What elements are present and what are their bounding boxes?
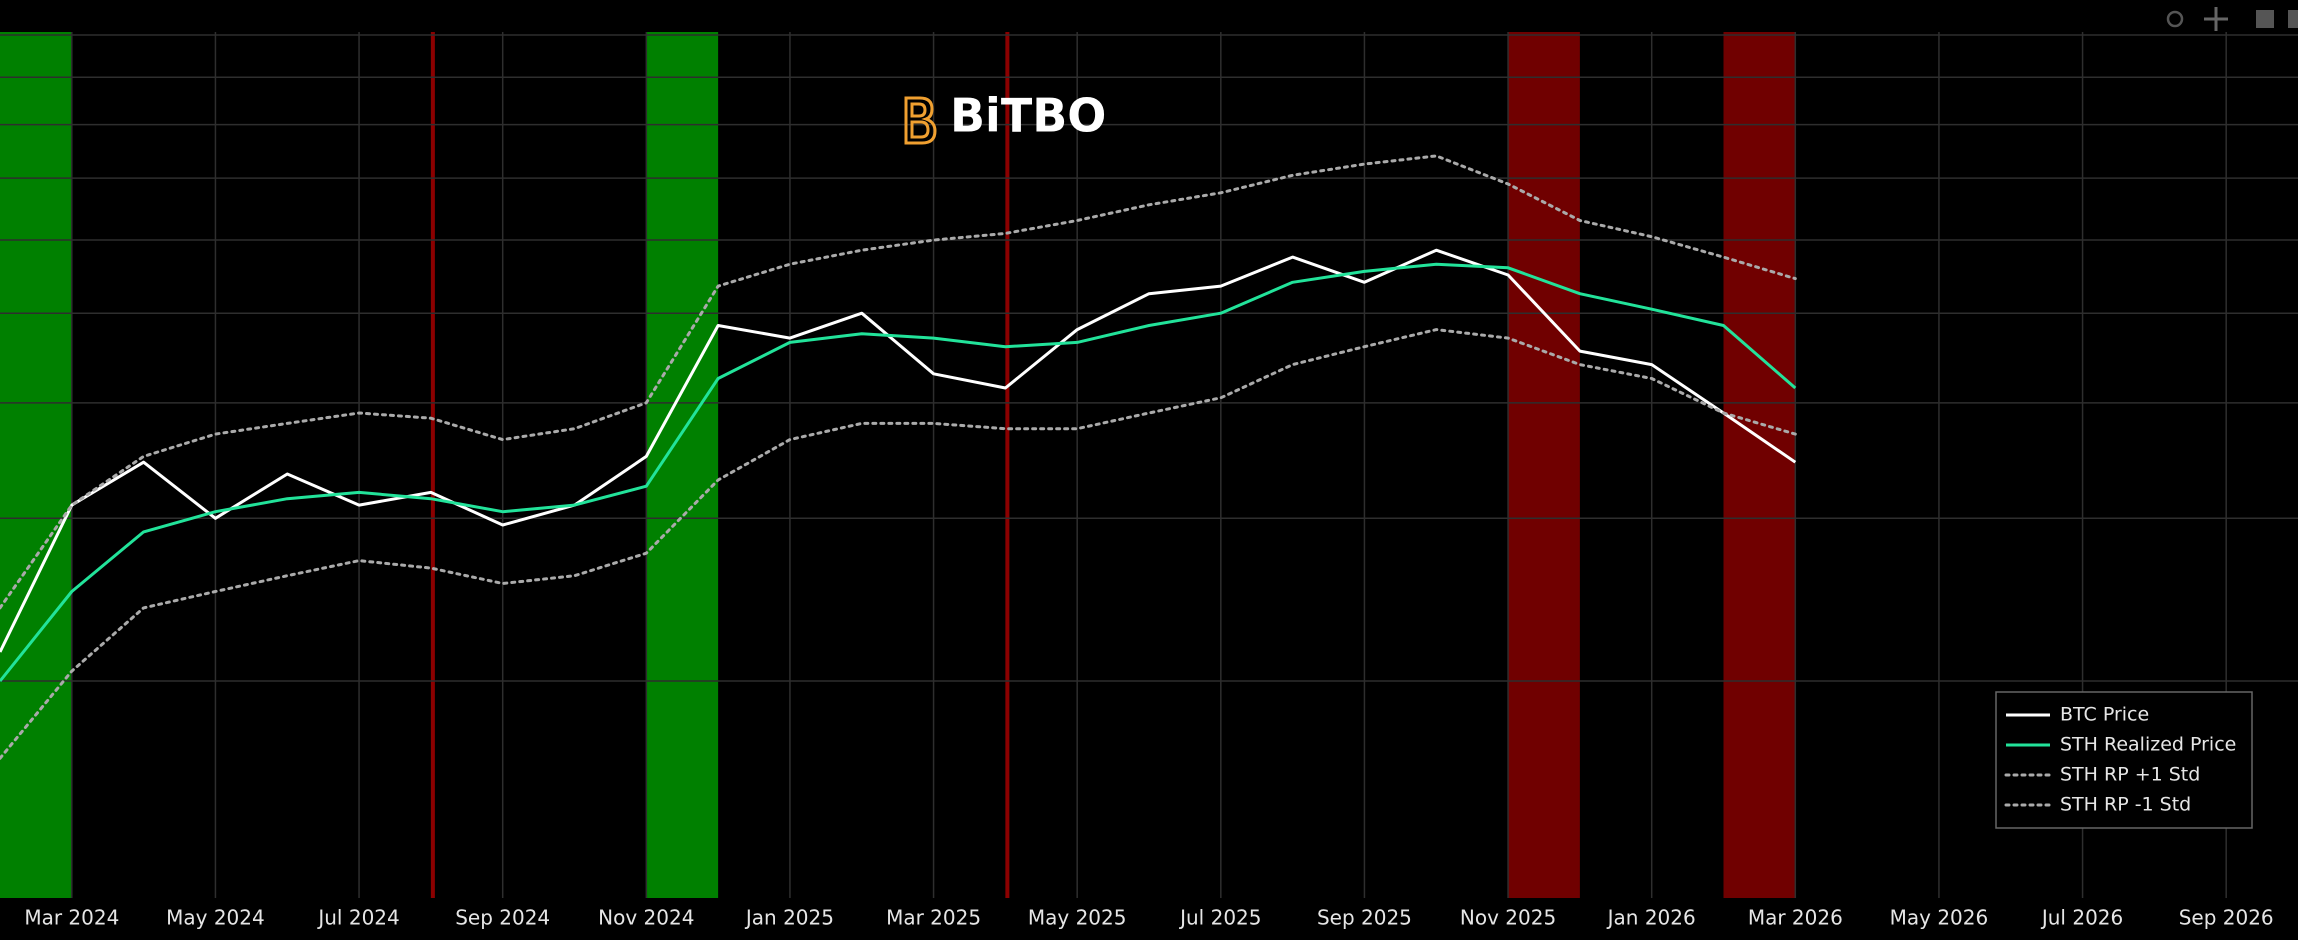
x-tick-label: Mar 2025 — [886, 906, 981, 930]
x-tick-label: May 2024 — [166, 906, 265, 930]
x-tick-label: Mar 2024 — [24, 906, 119, 930]
zoom-button[interactable] — [2166, 10, 2184, 28]
grid — [0, 32, 2298, 898]
legend-label: BTC Price — [2060, 704, 2149, 726]
x-tick-label: Jan 2026 — [1606, 906, 1696, 930]
signal-zone — [1508, 32, 1580, 898]
pan-button[interactable] — [2204, 7, 2228, 31]
x-tick-label: Nov 2025 — [1460, 906, 1556, 930]
x-tick-label: Sep 2025 — [1317, 906, 1412, 930]
x-tick-label: Jan 2025 — [744, 906, 834, 930]
x-tick-label: Jul 2024 — [316, 906, 399, 930]
signal-zone — [646, 32, 719, 898]
x-axis: Mar 2024 May 2024 Jul 2024 Sep 2024 Nov 2024… — [24, 906, 2273, 930]
zoom-out-button[interactable] — [2288, 10, 2298, 28]
legend: BTC Price STH Realized Price STH RP +1 Std… — [1995, 691, 2253, 829]
logo-icon — [904, 96, 937, 145]
x-tick-label: Sep 2024 — [455, 906, 550, 930]
series-line — [0, 248, 1797, 653]
x-tick-label: Mar 2026 — [1748, 906, 1843, 930]
series-line — [0, 262, 1797, 683]
modebar — [2166, 7, 2298, 31]
series-line — [0, 328, 1797, 760]
signal-zone — [0, 32, 72, 898]
legend-label: STH RP +1 Std — [2060, 764, 2200, 786]
x-tick-label: Nov 2024 — [598, 906, 694, 930]
series-line — [0, 154, 1797, 610]
watermark-text: BiTBO — [950, 89, 1106, 143]
signal-zone — [1005, 32, 1010, 898]
x-tick-label: Jul 2025 — [1178, 906, 1261, 930]
watermark: BiTBO — [904, 89, 1106, 145]
signal-zone — [1723, 32, 1796, 898]
lines — [0, 154, 1797, 760]
x-tick-label: May 2025 — [1028, 906, 1127, 930]
legend-label: STH Realized Price — [2060, 734, 2236, 756]
zoom-in-button[interactable] — [2256, 10, 2274, 28]
signal-zone — [430, 32, 435, 898]
x-tick-label: Jul 2026 — [2040, 906, 2123, 930]
x-tick-label: Sep 2026 — [2179, 906, 2274, 930]
legend-label: STH RP -1 Std — [2060, 794, 2191, 816]
zones — [0, 32, 1796, 898]
x-tick-label: May 2026 — [1890, 906, 1989, 930]
